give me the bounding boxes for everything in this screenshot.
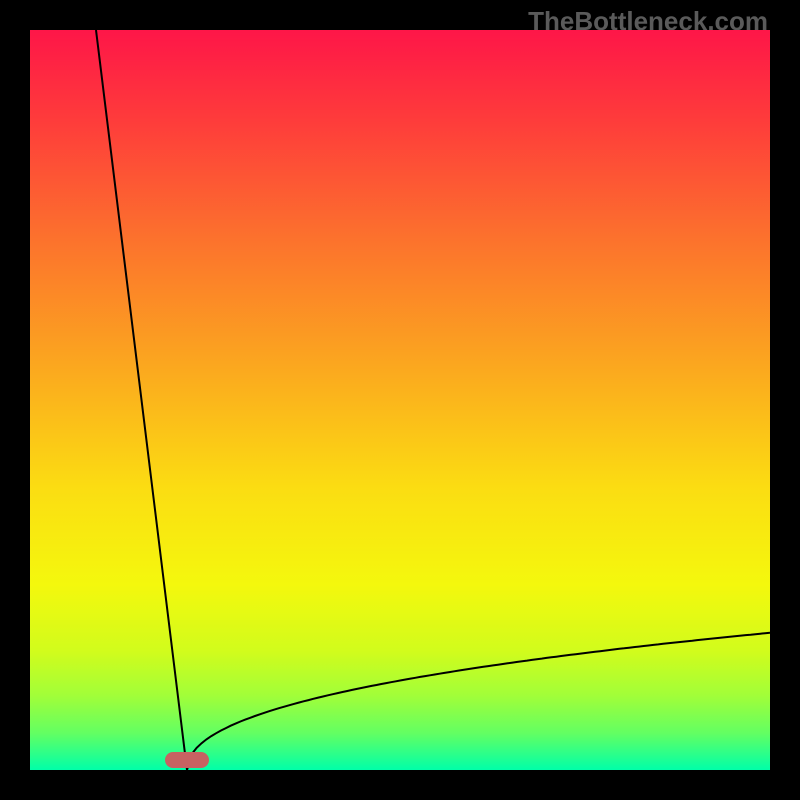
optimal-marker (165, 752, 209, 768)
chart-container: TheBottleneck.com (0, 0, 800, 800)
plot-area (30, 30, 770, 770)
